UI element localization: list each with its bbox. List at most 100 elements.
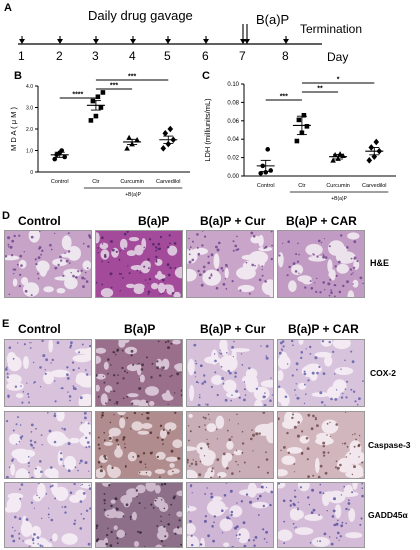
cell-nucleus — [196, 246, 199, 249]
cell-nucleus — [188, 439, 190, 442]
alveolar-space — [328, 240, 345, 256]
cell-nucleus — [122, 515, 125, 517]
alveolar-space — [159, 429, 167, 439]
cell-nucleus — [286, 363, 289, 365]
cell-nucleus — [7, 243, 10, 246]
cell-nucleus — [208, 276, 211, 280]
alveolar-space — [126, 250, 137, 257]
cell-nucleus — [117, 374, 119, 376]
cell-nucleus — [195, 380, 199, 384]
cell-nucleus — [34, 467, 37, 470]
cell-nucleus — [5, 420, 9, 423]
cell-nucleus — [60, 452, 63, 455]
alveolar-space — [69, 494, 82, 503]
cell-nucleus — [53, 414, 57, 418]
cell-nucleus — [352, 266, 356, 269]
cell-nucleus — [220, 352, 223, 355]
cell-nucleus — [88, 484, 91, 487]
cell-nucleus — [103, 454, 107, 458]
cell-nucleus — [159, 235, 162, 239]
cell-nucleus — [282, 499, 286, 503]
cell-nucleus — [237, 248, 240, 251]
cell-nucleus — [243, 388, 246, 391]
cell-nucleus — [174, 267, 177, 269]
cell-nucleus — [145, 400, 148, 403]
alveolar-space — [131, 511, 137, 521]
cell-nucleus — [322, 255, 325, 259]
cell-nucleus — [351, 360, 355, 364]
cell-nucleus — [144, 507, 146, 509]
cell-nucleus — [204, 515, 207, 518]
cell-nucleus — [188, 511, 190, 513]
alveolar-space — [162, 395, 174, 401]
cell-nucleus — [15, 443, 18, 445]
caspase3-control-image — [4, 411, 92, 479]
cell-nucleus — [47, 513, 50, 516]
cell-nucleus — [355, 438, 357, 441]
cell-nucleus — [270, 257, 273, 261]
cell-nucleus — [258, 432, 261, 435]
alveolar-space — [239, 489, 258, 496]
cell-nucleus — [163, 545, 165, 547]
cell-nucleus — [319, 391, 323, 395]
cell-nucleus — [361, 494, 364, 498]
cell-nucleus — [129, 515, 132, 518]
cell-nucleus — [135, 489, 138, 492]
cell-nucleus — [206, 442, 210, 446]
cell-nucleus — [29, 342, 31, 344]
cell-nucleus — [108, 484, 111, 487]
cell-nucleus — [261, 265, 264, 268]
d-group-control: Control — [18, 214, 61, 228]
y-tick-label: 2.0 — [26, 127, 33, 133]
cell-nucleus — [233, 340, 235, 343]
y-axis-label: M D A ( μ M ) — [9, 107, 18, 151]
cell-nucleus — [34, 441, 37, 444]
alveolar-space — [78, 378, 91, 388]
cell-nucleus — [270, 490, 273, 494]
cell-nucleus — [7, 236, 11, 240]
cell-nucleus — [283, 542, 286, 544]
alveolar-space — [352, 483, 358, 490]
cell-nucleus — [69, 346, 72, 349]
cell-nucleus — [352, 434, 354, 436]
cell-nucleus — [346, 445, 349, 448]
cell-nucleus — [107, 372, 109, 375]
cell-nucleus — [361, 483, 363, 485]
cell-nucleus — [69, 491, 73, 495]
cell-nucleus — [129, 518, 132, 520]
e-group-control: Control — [18, 322, 61, 336]
cell-nucleus — [265, 458, 269, 461]
cell-nucleus — [201, 244, 204, 247]
cell-nucleus — [207, 534, 210, 538]
cell-nucleus — [361, 487, 364, 489]
cell-nucleus — [292, 344, 294, 346]
cell-nucleus — [196, 233, 199, 236]
cell-nucleus — [214, 359, 217, 363]
cell-nucleus — [38, 483, 40, 485]
cell-nucleus — [14, 515, 17, 519]
alveolar-space — [15, 468, 30, 478]
cell-nucleus — [204, 429, 207, 431]
cell-nucleus — [288, 265, 291, 269]
cell-nucleus — [167, 346, 170, 350]
cell-nucleus — [150, 376, 153, 379]
cell-nucleus — [187, 458, 189, 462]
cell-nucleus — [252, 450, 254, 452]
cell-nucleus — [334, 466, 337, 469]
cell-nucleus — [116, 403, 118, 405]
cell-nucleus — [314, 418, 317, 421]
alveolar-space — [50, 369, 70, 378]
cell-nucleus — [331, 515, 335, 518]
cell-nucleus — [292, 522, 295, 525]
cell-nucleus — [281, 340, 285, 343]
cell-nucleus — [81, 483, 84, 486]
cell-nucleus — [20, 483, 24, 486]
alveolar-space — [187, 249, 198, 264]
cell-nucleus — [296, 260, 300, 263]
cell-nucleus — [150, 503, 153, 506]
alveolar-space — [100, 288, 114, 297]
cell-nucleus — [261, 274, 264, 277]
alveolar-space — [117, 412, 126, 416]
cell-nucleus — [201, 382, 204, 385]
arrow-head — [19, 39, 25, 44]
